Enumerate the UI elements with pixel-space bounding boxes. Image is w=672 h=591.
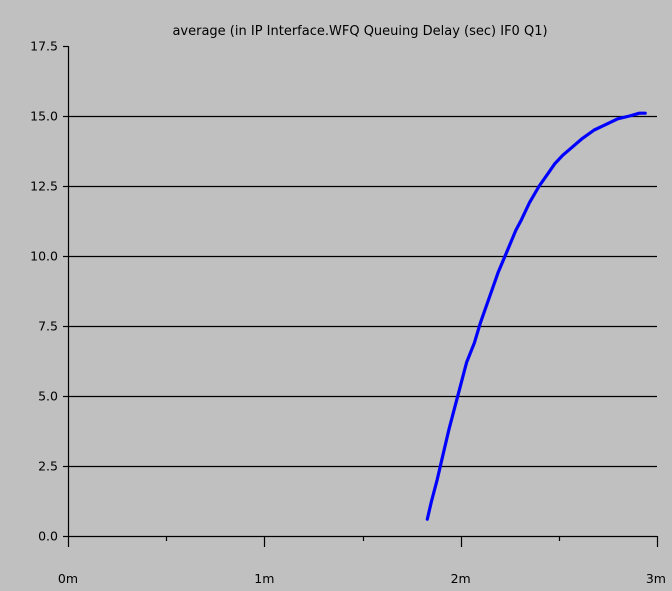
y-tick-label: 2.5 [38, 459, 58, 474]
y-tick-label: 17.5 [30, 39, 58, 54]
x-tick-label: 1m [254, 571, 274, 586]
x-tick-label: 2m [451, 571, 471, 586]
y-tick-label: 15.0 [30, 109, 58, 124]
y-tick-label: 7.5 [38, 319, 58, 334]
y-tick-label: 12.5 [30, 179, 58, 194]
x-axis-ticks: 0m 1m 2m 3m [58, 536, 666, 586]
x-tick-label: 3m [646, 571, 666, 586]
y-tick-label: 0.0 [38, 529, 58, 544]
series-line [425, 111, 647, 521]
x-tick-label: 0m [58, 571, 78, 586]
y-tick-label: 5.0 [38, 389, 58, 404]
grid-lines [68, 115, 657, 468]
chart-title: average (in IP Interface.WFQ Queuing Del… [172, 24, 547, 39]
axes [67, 46, 657, 538]
series-layer [425, 111, 647, 521]
y-tick-label: 10.0 [30, 249, 58, 264]
y-axis-ticks: 0.0 2.5 5.0 7.5 10.0 12.5 15.0 17.5 [30, 39, 68, 544]
